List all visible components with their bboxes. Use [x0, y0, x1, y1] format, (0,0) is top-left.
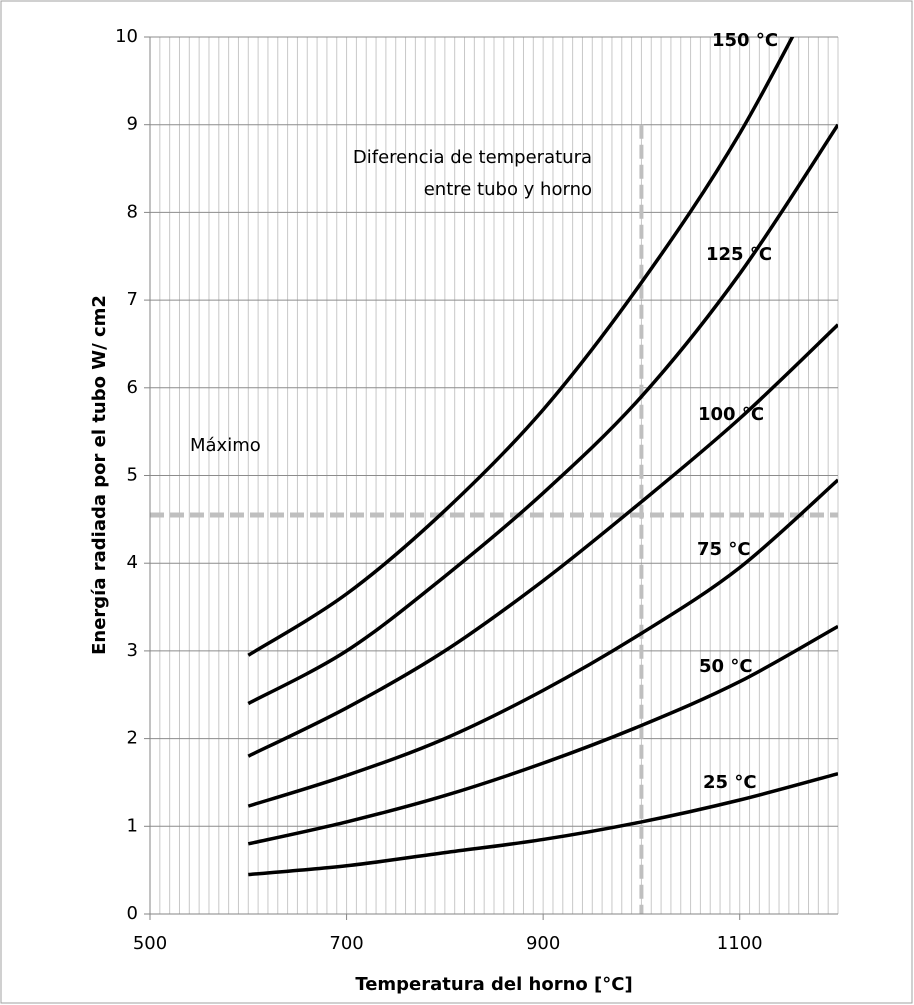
curve [247, 37, 795, 657]
y-tick-label: 6 [127, 377, 138, 398]
series-label: 25 °C [703, 772, 757, 793]
x-tick-label: 900 [526, 933, 560, 954]
series-label: 75 °C [697, 539, 751, 560]
y-tick-label: 8 [127, 201, 138, 222]
y-tick-label: 9 [127, 114, 138, 135]
y-tick-label: 2 [127, 728, 138, 749]
curve [247, 478, 838, 808]
y-tick-label: 7 [127, 289, 138, 310]
series-label: 150 °C [712, 30, 778, 51]
curve [247, 624, 838, 846]
x-axis-label: Temperatura del horno [°C] [355, 974, 632, 995]
y-tick-label: 0 [127, 903, 138, 924]
x-tick-label: 1100 [717, 933, 763, 954]
curve [248, 771, 838, 877]
y-axis-label: Energía radiada por el tubo W/ cm2 [89, 295, 110, 655]
series-label: 100 °C [698, 404, 764, 425]
y-tick-label: 4 [127, 552, 138, 573]
series-label: 125 °C [706, 244, 772, 265]
y-tick-label: 10 [115, 26, 138, 47]
x-tick-label: 500 [133, 933, 167, 954]
curve [247, 123, 838, 706]
x-tick-label: 700 [329, 933, 363, 954]
series-label: 50 °C [699, 656, 753, 677]
y-tick-label: 5 [127, 465, 138, 486]
annotation: Máximo [190, 435, 261, 456]
y-tick-label: 3 [127, 640, 138, 661]
curve [247, 323, 838, 758]
annotation: Diferencia de temperatura [353, 147, 592, 168]
annotation: entre tubo y horno [424, 179, 592, 200]
y-tick-label: 1 [127, 815, 138, 836]
